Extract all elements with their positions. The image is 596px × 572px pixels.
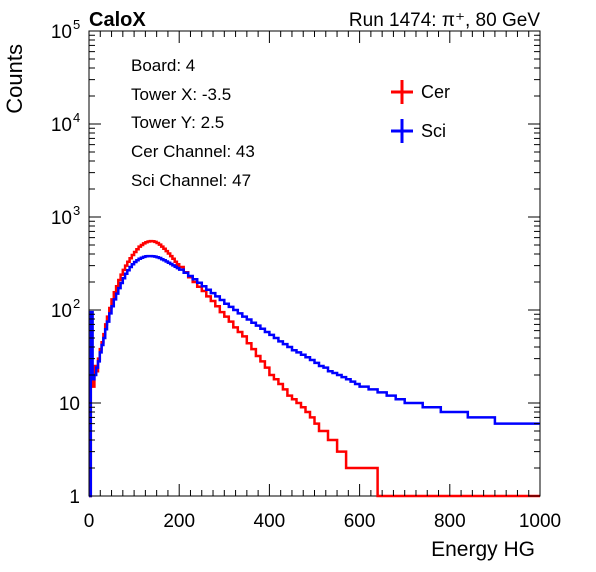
legend-cer-label: Cer: [421, 82, 450, 102]
x-tick-label: 800: [434, 511, 466, 532]
y-tick-label: 10: [51, 22, 72, 43]
y-tick-label: 10: [51, 301, 72, 322]
info-sci-channel: Sci Channel: 47: [131, 171, 251, 190]
y-axis-title: Counts: [2, 44, 27, 114]
legend-cer-marker: [391, 80, 413, 104]
x-axis-title: Energy HG: [431, 538, 535, 561]
x-tick-label: 0: [84, 511, 95, 532]
info-tower-y: Tower Y: 2.5: [131, 113, 224, 132]
y-tick-label: 10: [51, 208, 72, 229]
x-tick-label: 1000: [519, 511, 561, 532]
y-tick-label: 10: [51, 115, 72, 136]
legend: Cer Sci: [391, 80, 450, 143]
legend-sci-marker: [391, 119, 413, 143]
info-cer-channel: Cer Channel: 43: [131, 142, 255, 161]
series-layer: [89, 239, 540, 498]
series-cer-line: [89, 239, 540, 498]
y-tick-exponent: 4: [73, 110, 80, 125]
experiment-label: CaloX: [89, 9, 146, 31]
y-tick-exponent: 2: [73, 296, 80, 311]
y-tick-label: 1: [69, 487, 80, 508]
y-tick-exponent: 5: [73, 17, 80, 32]
series-sci-line: [89, 254, 540, 498]
info-board: Board: 4: [131, 56, 195, 75]
info-box: Board: 4 Tower X: -3.5 Tower Y: 2.5 Cer …: [131, 56, 255, 190]
legend-sci-label: Sci: [421, 121, 446, 141]
x-tick-label: 200: [163, 511, 195, 532]
y-tick-exponent: 3: [73, 203, 80, 218]
y-tick-label: 10: [59, 394, 80, 415]
x-tick-label: 400: [254, 511, 286, 532]
run-label: Run 1474: π⁺, 80 GeV: [349, 10, 540, 31]
info-tower-x: Tower X: -3.5: [131, 85, 231, 104]
x-tick-label: 600: [344, 511, 376, 532]
